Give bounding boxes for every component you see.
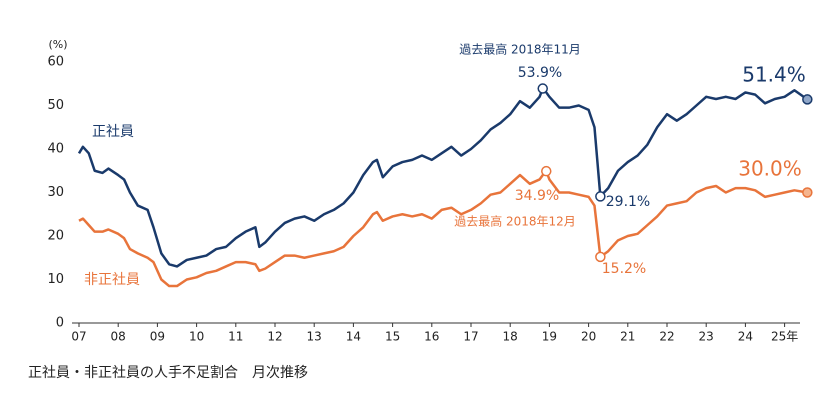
point-marker: [802, 187, 813, 198]
series-label: 非正社員: [84, 272, 140, 288]
x-tick-label: 11: [228, 330, 243, 344]
y-tick-label: 0: [56, 316, 64, 331]
x-tick-label: 08: [111, 330, 126, 344]
x-tick-label: 25年: [771, 330, 798, 344]
series-line: [77, 87, 809, 268]
x-tick-label: 24: [738, 330, 753, 344]
y-tick-label: 50: [47, 98, 64, 113]
x-tick-label: 17: [463, 330, 478, 344]
point-marker: [802, 94, 813, 105]
x-tick-label: 15: [385, 330, 400, 344]
x-tick-label: 14: [346, 330, 361, 344]
point-marker: [541, 165, 552, 177]
series-line: [78, 169, 808, 288]
y-tick-label: 10: [47, 272, 64, 287]
x-tick-label: 23: [699, 330, 714, 344]
point-marker: [595, 191, 606, 202]
series-label: 正社員: [92, 124, 134, 140]
y-tick-label: 30: [47, 185, 64, 200]
point-marker: [537, 83, 548, 94]
x-tick-label: 09: [150, 330, 165, 344]
value-label: 51.4%: [742, 63, 806, 87]
x-tick-label: 07: [71, 330, 86, 344]
y-axis-label: (%): [48, 38, 67, 51]
point-marker: [595, 251, 606, 263]
value-label: 29.1%: [606, 194, 650, 210]
y-tick-label: 60: [47, 55, 64, 70]
y-tick-label: 40: [47, 142, 64, 157]
value-label: 30.0%: [738, 157, 802, 181]
x-tick-label: 18: [503, 330, 518, 344]
x-tick-label: 20: [581, 330, 596, 344]
x-tick-label: 12: [267, 330, 282, 344]
annotation: 過去最高 2018年12月: [454, 214, 576, 229]
value-label: 53.9%: [518, 65, 562, 81]
value-label: 34.9%: [515, 188, 559, 204]
x-tick-label: 22: [659, 330, 674, 344]
y-tick-label: 20: [47, 229, 64, 244]
value-label: 15.2%: [602, 261, 646, 277]
x-tick-label: 16: [424, 330, 439, 344]
x-tick-label: 13: [307, 330, 322, 344]
annotation: 過去最高 2018年11月: [459, 42, 581, 57]
x-tick-label: 21: [620, 330, 635, 344]
caption: 正社員・非正社員の人手不足割合 月次推移: [28, 364, 308, 381]
x-tick-label: 10: [189, 330, 204, 344]
x-tick-label: 19: [542, 330, 557, 344]
